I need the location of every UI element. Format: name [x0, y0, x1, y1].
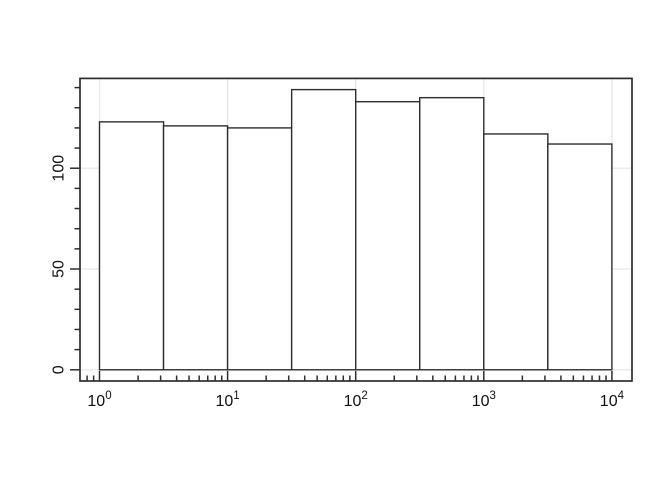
histogram-bar: [355, 101, 421, 371]
x-axis-tick-label: 101: [215, 390, 239, 410]
histogram-bar: [419, 96, 485, 371]
x-axis-tick-label: 100: [87, 390, 111, 410]
histogram-bar: [547, 143, 613, 371]
y-axis-tick-label: 50: [51, 260, 68, 278]
y-axis-tick-label: 100: [51, 155, 68, 182]
histogram-bar: [290, 88, 357, 371]
y-axis-tick-label: 0: [51, 365, 68, 374]
x-axis-tick-label: 104: [600, 390, 625, 410]
histogram-bar: [98, 121, 165, 371]
histogram-bar: [162, 125, 229, 371]
histogram-bar: [483, 133, 549, 371]
histogram-bar: [226, 127, 293, 371]
x-axis-tick-label: 102: [344, 390, 368, 410]
x-axis-tick-label: 103: [472, 390, 496, 410]
